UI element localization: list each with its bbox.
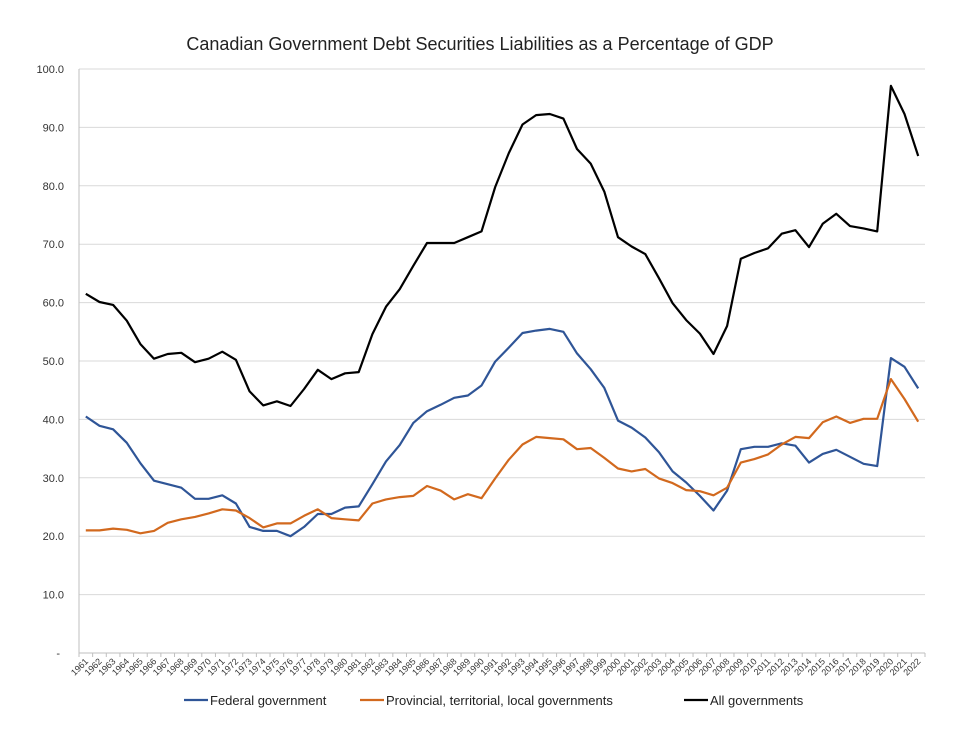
series-lines <box>85 84 920 538</box>
y-axis: - 10.0 20.0 30.0 40.0 50.0 60.0 70.0 80.0 90.0 100… <box>36 64 80 660</box>
y-tick-label: - <box>56 648 60 660</box>
legend-label: Federal government <box>210 693 327 708</box>
y-tick-label: 100.0 <box>36 64 64 76</box>
y-tick-label: 80.0 <box>43 181 64 193</box>
series-line-2 <box>85 84 920 408</box>
legend-label: All governments <box>710 693 804 708</box>
chart-title: Canadian Government Debt Securities Liab… <box>186 34 773 54</box>
x-axis: 1961196219631964196519661967196819691970… <box>69 652 926 678</box>
y-tick-label: 40.0 <box>43 414 64 426</box>
legend: Federal government Provincial, territoria… <box>184 693 804 708</box>
y-tick-label: 30.0 <box>43 473 64 485</box>
y-tick-label: 90.0 <box>43 122 64 134</box>
series-line-1 <box>85 378 920 535</box>
gridlines <box>79 68 925 596</box>
legend-label: Provincial, territorial, local governmen… <box>386 693 613 708</box>
y-tick-label: 60.0 <box>43 298 64 310</box>
y-tick-label: 10.0 <box>43 590 64 602</box>
series-line-0 <box>85 327 920 538</box>
y-tick-label: 20.0 <box>43 531 64 543</box>
y-tick-label: 50.0 <box>43 356 64 368</box>
y-tick-label: 70.0 <box>43 239 64 251</box>
